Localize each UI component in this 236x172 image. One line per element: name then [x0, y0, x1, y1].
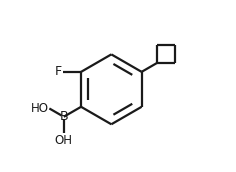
Text: F: F: [55, 65, 62, 78]
Text: OH: OH: [55, 134, 73, 147]
Text: HO: HO: [30, 102, 49, 115]
Text: B: B: [59, 110, 68, 123]
